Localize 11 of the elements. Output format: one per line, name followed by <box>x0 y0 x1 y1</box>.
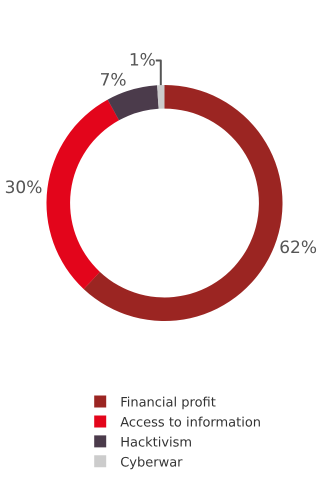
data-label: 1% <box>128 50 156 70</box>
donut-slice <box>157 85 164 109</box>
donut-slice <box>108 85 159 120</box>
legend-label: Cyberwar <box>120 455 184 470</box>
legend-label: Access to information <box>120 416 262 431</box>
legend-label: Hacktivism <box>120 435 192 450</box>
donut-slice <box>46 100 120 290</box>
data-label: 62% <box>279 238 318 258</box>
data-label: 30% <box>4 178 42 198</box>
data-label: 7% <box>100 70 127 90</box>
legend-label: Financial profit <box>120 396 216 411</box>
